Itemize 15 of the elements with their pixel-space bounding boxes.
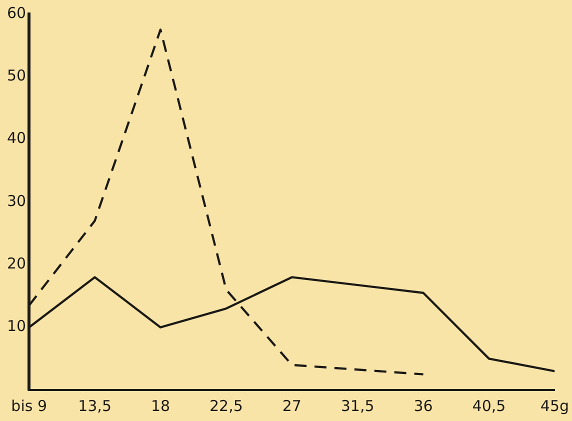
x-tick-label: 40,5 — [472, 396, 506, 415]
y-tick-label: 30 — [6, 192, 26, 210]
x-tick-label: 31,5 — [340, 396, 374, 415]
x-tick-label: 45g — [540, 396, 569, 415]
x-tick-label: 22,5 — [209, 396, 243, 415]
x-tick-label: 13,5 — [78, 396, 112, 415]
y-tick-label: 20 — [6, 254, 26, 273]
x-tick-label: 36 — [414, 396, 433, 415]
x-tick-label: 27 — [282, 396, 302, 415]
y-tick-label: 40 — [6, 129, 26, 148]
y-tick-label: 10 — [6, 317, 26, 336]
x-tick-label: 18 — [150, 396, 170, 415]
y-tick-label: 50 — [6, 66, 26, 85]
x-tick-label: bis 9 — [11, 396, 47, 415]
y-tick-label: 60 — [6, 4, 26, 22]
